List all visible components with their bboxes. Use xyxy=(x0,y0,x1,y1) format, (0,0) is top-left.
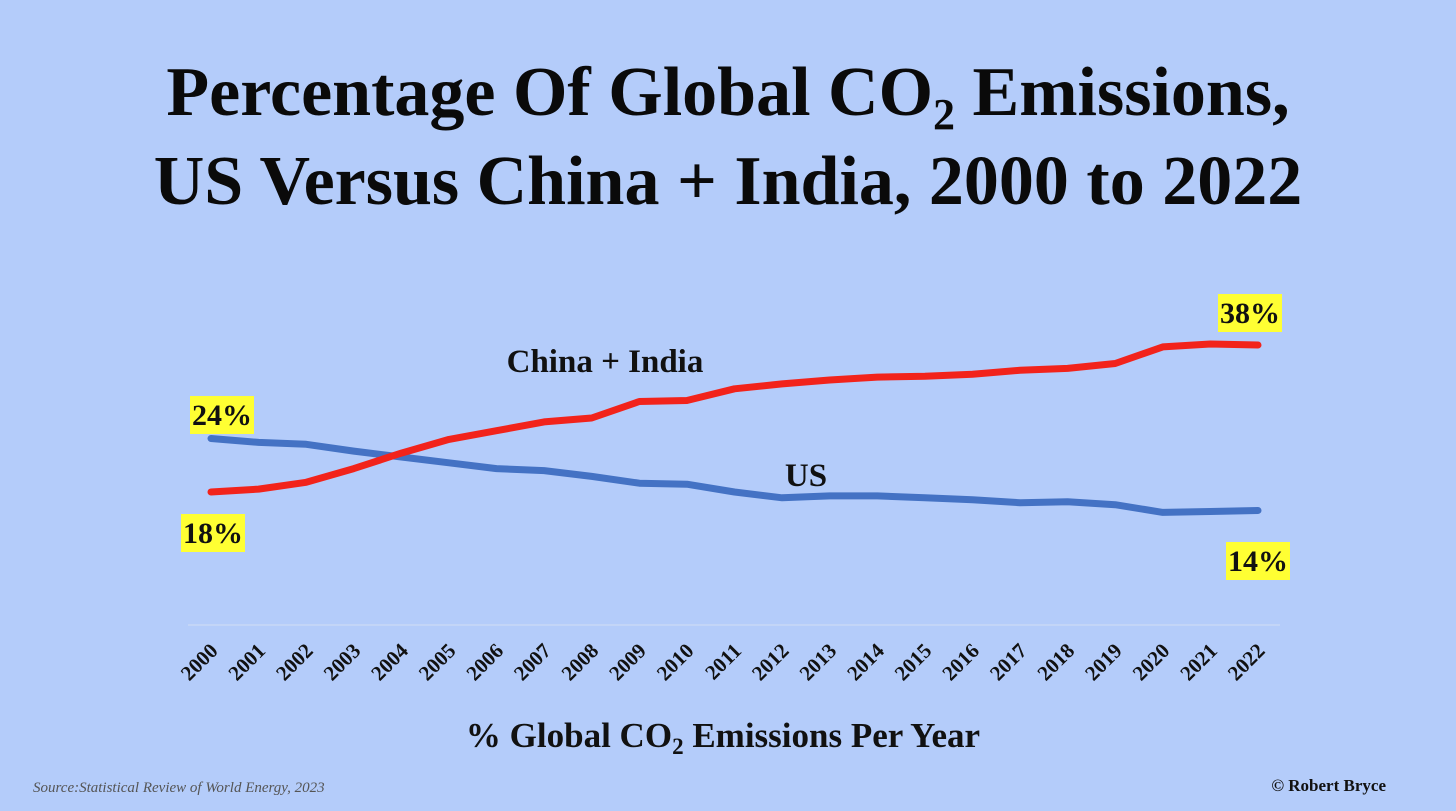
chart-title-line2: US Versus China + India, 2000 to 2022 xyxy=(154,143,1303,220)
x-tick-label: 2002 xyxy=(271,639,318,686)
x-tick-label: 2021 xyxy=(1175,639,1222,686)
x-tick-label: 2018 xyxy=(1033,639,1080,686)
x-axis-label: % Global CO2 Emissions Per Year xyxy=(466,716,980,759)
x-tick-label: 2014 xyxy=(842,638,889,685)
x-tick-label: 2019 xyxy=(1080,639,1127,686)
x-tick-label: 2006 xyxy=(461,639,508,686)
x-tick-label: 2022 xyxy=(1223,639,1270,686)
x-tick-labels: 2000 2001 2002 2003 2004 2005 2006 2007 2008 2009… xyxy=(176,638,1270,685)
x-tick-label: 2016 xyxy=(937,639,984,686)
x-tick-label: 2009 xyxy=(604,639,651,686)
x-tick-label: 2003 xyxy=(319,639,366,686)
series-label-china-india: China + India xyxy=(507,344,704,380)
series-line-us xyxy=(207,435,1262,516)
x-tick-label: 2017 xyxy=(985,639,1032,686)
x-tick-label: 2015 xyxy=(890,639,937,686)
series-label-us: US xyxy=(785,458,827,494)
svg-text:24%: 24% xyxy=(192,399,252,432)
x-tick-label: 2008 xyxy=(557,639,604,686)
data-label-china-start: 18% xyxy=(181,514,245,552)
svg-text:14%: 14% xyxy=(1228,545,1288,578)
data-label-us-start: 24% xyxy=(190,396,254,434)
x-tick-label: 2005 xyxy=(414,639,461,686)
chart-title-line1: Percentage Of Global CO2 Emissions, xyxy=(166,54,1289,139)
x-tick-label: 2007 xyxy=(509,639,556,686)
x-tick-label: 2013 xyxy=(795,639,842,686)
data-label-china-end: 38% xyxy=(1218,294,1282,332)
x-tick-label: 2012 xyxy=(747,639,794,686)
svg-text:18%: 18% xyxy=(183,517,243,550)
data-label-us-end: 14% xyxy=(1226,542,1290,580)
x-tick-label: 2004 xyxy=(366,638,413,685)
x-tick-label: 2010 xyxy=(652,639,699,686)
x-tick-label: 2000 xyxy=(176,639,223,686)
series-lines xyxy=(207,340,1262,516)
source-note: Source:Statistical Review of World Energ… xyxy=(33,780,325,796)
x-tick-label: 2001 xyxy=(223,639,270,686)
series-line-china-india xyxy=(207,340,1262,496)
svg-text:38%: 38% xyxy=(1220,297,1280,330)
x-tick-label: 2020 xyxy=(1128,639,1175,686)
copyright-note: © Robert Bryce xyxy=(1271,776,1386,795)
x-tick-label: 2011 xyxy=(700,639,746,685)
